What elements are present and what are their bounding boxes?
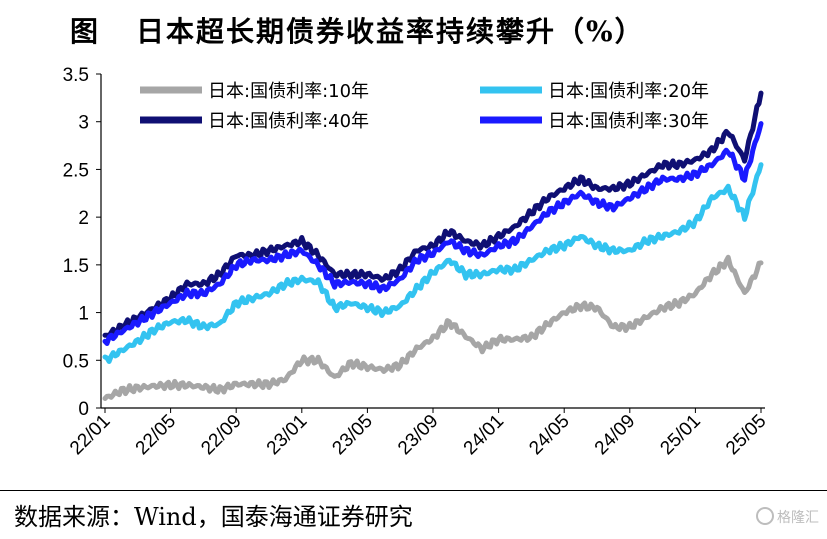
watermark-text: 格隆汇 bbox=[777, 510, 819, 526]
line-chart: 0 0.5 1 1.5 2 2.5 3 3.5 22/01 22/05 22/09 23/01 23/0… bbox=[63, 65, 771, 459]
watermark: 格隆汇 bbox=[756, 507, 819, 527]
series-line-1 bbox=[102, 162, 764, 364]
y-tick-label: 1.5 bbox=[63, 256, 89, 277]
legend-label-3: 日本:国债利率:30年 bbox=[548, 111, 709, 132]
chart-title: 日本超长期债券收益率持续攀升（%） bbox=[136, 15, 645, 48]
x-tick-label: 24/09 bbox=[591, 411, 639, 459]
footer-divider: 数据来源：Wind，国泰海通证券研究 bbox=[0, 490, 827, 531]
x-tick-label: 23/05 bbox=[328, 411, 376, 459]
plot-area bbox=[102, 90, 764, 401]
series-line-2 bbox=[102, 90, 764, 339]
x-tick-label: 22/01 bbox=[66, 411, 114, 459]
series-line-3 bbox=[102, 121, 764, 346]
x-tick-label: 25/01 bbox=[656, 411, 704, 459]
legend-label-1: 日本:国债利率:20年 bbox=[548, 81, 709, 102]
legend-label-0: 日本:国债利率:10年 bbox=[208, 81, 369, 102]
x-tick-label: 24/05 bbox=[525, 411, 573, 459]
y-tick-label: 0 bbox=[78, 399, 89, 420]
y-tick-label: 2 bbox=[78, 208, 89, 229]
x-tick-label: 23/01 bbox=[263, 411, 311, 459]
source-note: 数据来源：Wind，国泰海通证券研究 bbox=[14, 503, 413, 531]
chart-title-bar: 图 日本超长期债券收益率持续攀升（%） bbox=[0, 6, 827, 48]
y-tick-label: 3.5 bbox=[63, 65, 89, 86]
y-tick-label: 3 bbox=[78, 113, 89, 134]
x-tick-label: 24/01 bbox=[460, 411, 508, 459]
x-tick-label: 22/05 bbox=[132, 411, 180, 459]
x-tick-label: 25/05 bbox=[722, 411, 770, 459]
y-tick-label: 1 bbox=[78, 304, 89, 325]
figure-label: 图 bbox=[70, 15, 101, 48]
y-tick-label: 0.5 bbox=[63, 351, 89, 372]
x-tick-label: 22/09 bbox=[197, 411, 245, 459]
legend-label-2: 日本:国债利率:40年 bbox=[208, 111, 369, 132]
x-tick-label: 23/09 bbox=[394, 411, 442, 459]
watermark-logo-icon bbox=[756, 507, 774, 525]
series-line-0 bbox=[102, 254, 764, 401]
y-tick-label: 2.5 bbox=[63, 160, 89, 181]
